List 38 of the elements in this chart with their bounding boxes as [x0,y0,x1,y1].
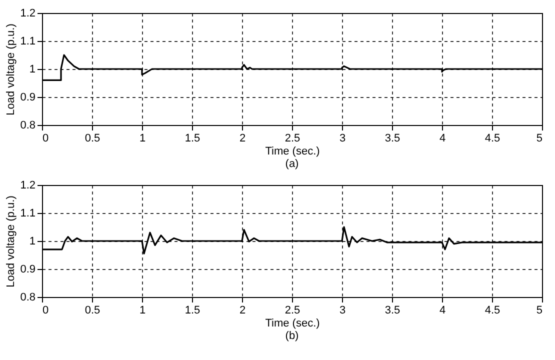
x-tick-label: 1 [139,304,146,316]
x-tick-label: 3.5 [384,132,400,144]
y-tick-label: 1 [29,64,36,76]
x-tick-label: 0 [42,304,49,316]
x-tick-label: 3.5 [384,304,400,316]
x-tick-label: 1.5 [184,304,200,316]
y-axis-title: Load voltage (p.u.) [5,196,18,288]
x-tick-label: 0.5 [84,304,100,316]
x-tick-label: 4.5 [484,132,500,144]
x-tick-label: 2.5 [284,132,300,144]
x-tick-label: 5 [536,304,542,316]
y-tick-label: 0.9 [20,92,36,104]
x-tick-label: 4 [439,132,446,144]
y-tick-label: 0.8 [20,292,36,304]
x-tick-label: 4.5 [484,304,500,316]
x-tick-label: 5 [536,132,542,144]
y-tick-label: 1 [29,236,36,248]
x-tick-label: 2.5 [284,304,300,316]
y-tick-label: 1.2 [20,8,36,20]
x-tick-label: 4 [439,304,446,316]
x-axis-title: Time (sec.) [265,146,320,158]
x-tick-label: 1 [139,132,146,144]
x-tick-label: 2 [239,132,246,144]
x-tick-label: 0.5 [84,132,100,144]
x-tick-label: 1.5 [184,132,200,144]
y-axis-title: Load voltage (p.u.) [5,24,18,116]
text: (b) [285,330,299,342]
y-tick-label: 0.8 [20,120,36,132]
x-tick-label: 3 [339,304,346,316]
x-tick-label: 0 [42,132,49,144]
x-tick-label: 3 [339,132,346,144]
y-tick-label: 1.1 [20,208,36,220]
y-tick-label: 1.2 [20,180,36,192]
text: (a) [285,158,299,170]
y-tick-label: 1.1 [20,36,36,48]
x-axis-title: Time (sec.) [265,318,320,330]
x-tick-label: 2 [239,304,246,316]
y-tick-label: 0.9 [20,264,36,276]
